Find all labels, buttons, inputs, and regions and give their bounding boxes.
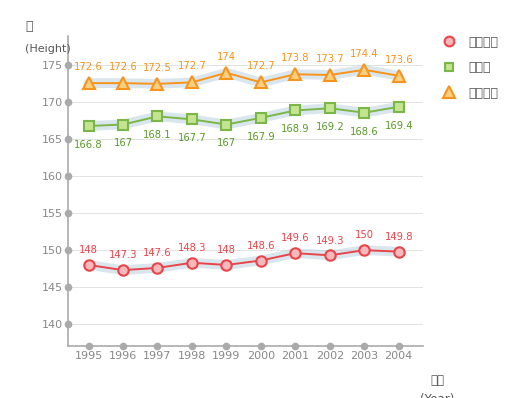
Text: 172.7: 172.7 [246,61,275,71]
Text: 173.8: 173.8 [281,53,310,63]
Text: 174.4: 174.4 [350,49,378,59]
Text: 167: 167 [217,139,236,148]
Text: 148: 148 [217,245,236,255]
Text: 168.1: 168.1 [143,130,172,140]
Text: 168.9: 168.9 [281,124,310,135]
Text: 166.8: 166.8 [74,140,103,150]
Text: 147.6: 147.6 [143,248,172,258]
Text: 173.7: 173.7 [315,54,344,64]
Text: 167: 167 [113,139,133,148]
Text: 149.6: 149.6 [281,233,310,244]
Text: 172.7: 172.7 [177,61,206,71]
Text: 172.5: 172.5 [143,63,172,73]
Text: (Year): (Year) [420,393,454,398]
Text: 169.2: 169.2 [315,122,344,132]
Text: 167.9: 167.9 [246,132,275,142]
Text: 168.6: 168.6 [350,127,378,137]
Text: 148.6: 148.6 [246,241,275,251]
Legend: 초등학교, 중학교, 고등학교: 초등학교, 중학교, 고등학교 [436,36,499,100]
Text: 149.8: 149.8 [384,232,413,242]
Text: 148.3: 148.3 [177,243,206,253]
Text: 173.6: 173.6 [384,55,413,64]
Text: 150: 150 [355,230,374,240]
Text: 172.6: 172.6 [109,62,137,72]
Text: (Height): (Height) [25,45,71,55]
Text: 174: 174 [217,52,236,62]
Text: 149.3: 149.3 [315,236,344,246]
Text: 147.3: 147.3 [109,250,137,260]
Text: 연도: 연도 [430,374,444,387]
Text: 167.7: 167.7 [177,133,206,143]
Text: 키: 키 [25,20,33,33]
Text: 172.6: 172.6 [74,62,103,72]
Text: 148: 148 [79,245,98,255]
Text: 169.4: 169.4 [384,121,413,131]
